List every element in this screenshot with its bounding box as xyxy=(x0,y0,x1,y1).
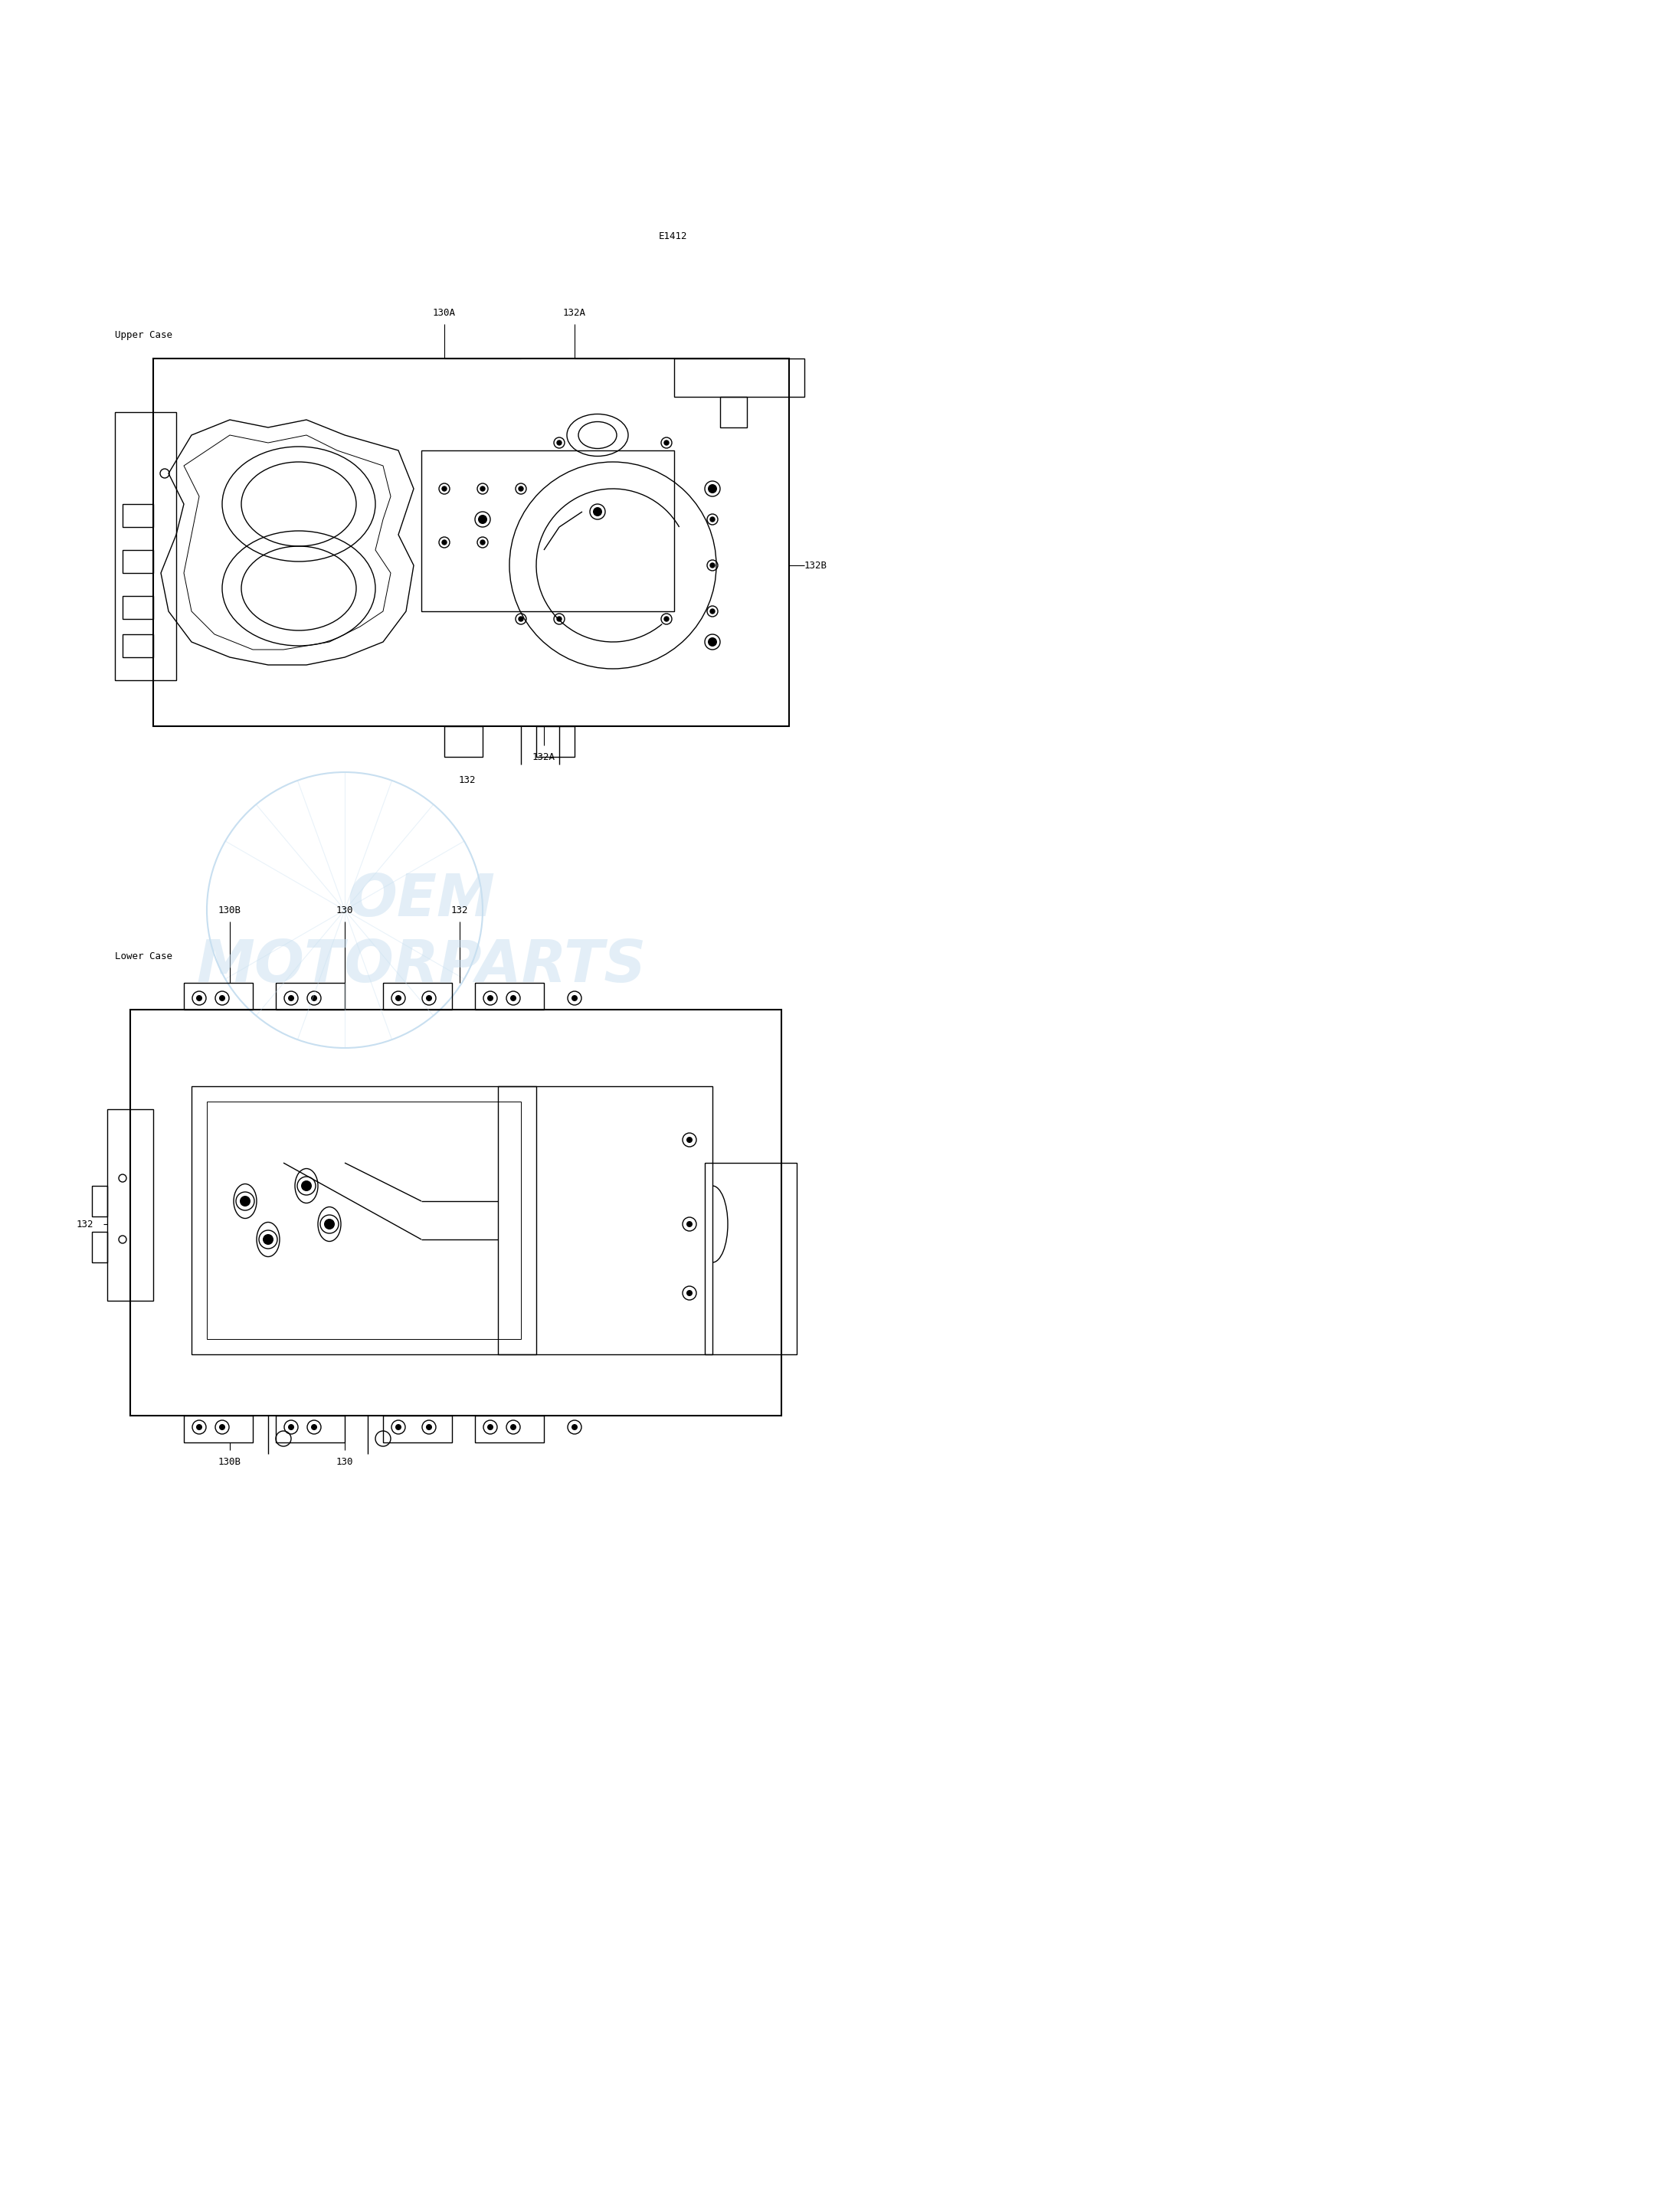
Text: 130B: 130B xyxy=(218,1457,242,1468)
Circle shape xyxy=(197,1424,202,1430)
Text: 132: 132 xyxy=(459,776,475,784)
Circle shape xyxy=(711,562,714,567)
Bar xyxy=(674,358,805,398)
Text: 132A: 132A xyxy=(533,751,556,762)
Circle shape xyxy=(593,508,601,516)
Circle shape xyxy=(480,540,486,545)
Circle shape xyxy=(480,486,486,492)
Bar xyxy=(475,982,544,1011)
Text: OEM
MOTORPARTS: OEM MOTORPARTS xyxy=(197,872,647,995)
Circle shape xyxy=(197,995,202,1002)
Circle shape xyxy=(571,1424,578,1430)
Circle shape xyxy=(442,486,447,492)
Circle shape xyxy=(519,486,522,492)
Bar xyxy=(475,1415,544,1443)
Bar xyxy=(383,982,452,1011)
Bar xyxy=(108,1109,153,1301)
Text: 130: 130 xyxy=(336,905,353,914)
Text: Upper Case: Upper Case xyxy=(114,330,173,341)
Circle shape xyxy=(687,1222,692,1228)
Bar xyxy=(123,503,153,527)
Text: E1412: E1412 xyxy=(659,231,687,242)
Bar xyxy=(123,635,153,657)
Text: 130: 130 xyxy=(336,1457,353,1468)
Circle shape xyxy=(558,439,561,446)
Circle shape xyxy=(707,637,717,646)
Bar xyxy=(114,413,176,681)
Circle shape xyxy=(218,1424,225,1430)
Text: 132B: 132B xyxy=(805,560,827,571)
Bar xyxy=(123,549,153,573)
Bar xyxy=(92,1186,108,1217)
Circle shape xyxy=(487,1424,494,1430)
Bar xyxy=(153,358,790,727)
Bar xyxy=(207,1101,521,1338)
Circle shape xyxy=(664,617,669,622)
Circle shape xyxy=(287,995,294,1002)
Circle shape xyxy=(664,439,669,446)
Bar xyxy=(131,1011,781,1415)
Bar xyxy=(276,1415,344,1443)
Circle shape xyxy=(479,514,487,523)
Circle shape xyxy=(262,1235,274,1246)
Bar xyxy=(276,982,344,1011)
Bar xyxy=(192,1085,536,1353)
Circle shape xyxy=(487,995,494,1002)
Bar xyxy=(497,1085,712,1353)
Circle shape xyxy=(395,1424,402,1430)
Circle shape xyxy=(571,995,578,1002)
Circle shape xyxy=(218,995,225,1002)
Circle shape xyxy=(240,1195,250,1206)
Text: 130B: 130B xyxy=(218,905,242,914)
Circle shape xyxy=(301,1180,312,1191)
Bar xyxy=(383,1415,452,1443)
Circle shape xyxy=(519,617,522,622)
Bar xyxy=(422,450,674,611)
Circle shape xyxy=(511,995,516,1002)
Circle shape xyxy=(442,540,447,545)
Bar xyxy=(123,595,153,620)
Circle shape xyxy=(395,995,402,1002)
Text: 132A: 132A xyxy=(563,308,586,319)
Bar xyxy=(444,727,482,756)
Circle shape xyxy=(687,1290,692,1296)
Circle shape xyxy=(427,995,432,1002)
Circle shape xyxy=(707,483,717,494)
Bar xyxy=(92,1233,108,1263)
Bar xyxy=(183,982,252,1011)
Bar xyxy=(183,1415,252,1443)
Text: Lower Case: Lower Case xyxy=(114,951,173,960)
Circle shape xyxy=(311,1424,318,1430)
Bar xyxy=(721,398,748,428)
Text: 132: 132 xyxy=(450,905,469,914)
Text: 132: 132 xyxy=(77,1219,94,1228)
Circle shape xyxy=(311,995,318,1002)
Text: 130A: 130A xyxy=(433,308,455,319)
Circle shape xyxy=(511,1424,516,1430)
Circle shape xyxy=(711,609,714,613)
Circle shape xyxy=(558,617,561,622)
Circle shape xyxy=(427,1424,432,1430)
Circle shape xyxy=(287,1424,294,1430)
Circle shape xyxy=(687,1136,692,1142)
Bar xyxy=(706,1162,796,1353)
Circle shape xyxy=(324,1219,334,1230)
Bar xyxy=(536,727,575,756)
Circle shape xyxy=(711,516,714,521)
